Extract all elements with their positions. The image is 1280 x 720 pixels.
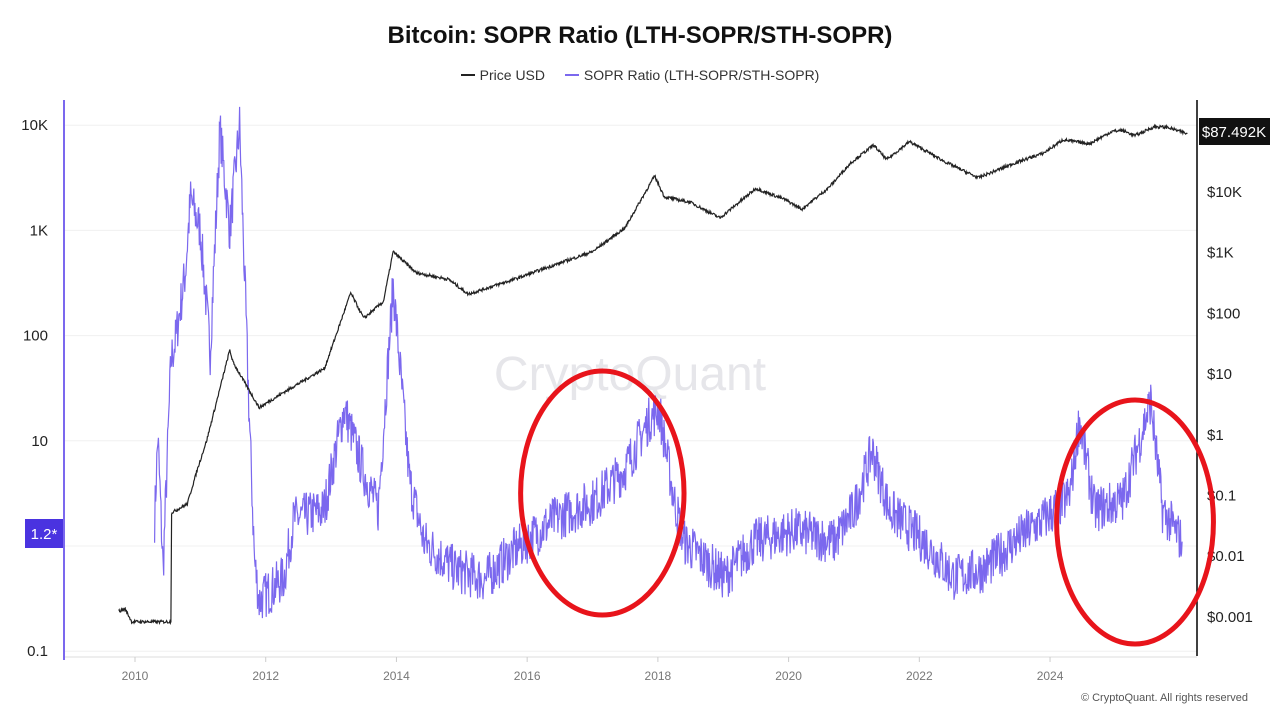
price-line bbox=[118, 123, 1188, 626]
legend-swatch-sopr bbox=[564, 74, 579, 76]
chart-title: Bitcoin: SOPR Ratio (LTH-SOPR/STH-SOPR) bbox=[387, 22, 893, 49]
right-tick-label: $1 bbox=[1207, 427, 1224, 444]
right-tick-label: $1K bbox=[1207, 245, 1234, 262]
left-tick-label: 0.1 bbox=[27, 643, 48, 660]
right-tick-label: $0.001 bbox=[1207, 609, 1253, 626]
right-tick-label: $0.01 bbox=[1207, 548, 1245, 565]
left-tick-label: 100 bbox=[23, 328, 48, 345]
legend: Price USD SOPR Ratio (LTH-SOPR/STH-SOPR) bbox=[0, 63, 1280, 83]
annotation-ellipse bbox=[1054, 397, 1216, 647]
x-tick-label: 2020 bbox=[775, 669, 802, 683]
left-tick-label: 10K bbox=[21, 117, 48, 134]
annotation-ellipse bbox=[518, 368, 687, 618]
right-tick-label: $10K bbox=[1207, 184, 1242, 201]
copyright: © CryptoQuant. All rights reserved bbox=[1080, 692, 1248, 704]
left-tick-label: 10 bbox=[31, 433, 48, 450]
right-tick-label: $10 bbox=[1207, 366, 1232, 383]
x-tick-label: 2018 bbox=[645, 669, 672, 683]
x-tick-label: 2014 bbox=[383, 669, 410, 683]
right-tick-label: $100 bbox=[1207, 305, 1240, 322]
right-current-badge bbox=[1199, 118, 1270, 145]
left-current-label: 1.2* bbox=[31, 526, 58, 543]
x-tick-label: 2012 bbox=[252, 669, 279, 683]
left-tick-label: 1K bbox=[30, 222, 48, 239]
x-tick-label: 2016 bbox=[514, 669, 541, 683]
watermark: CryptoQuant bbox=[494, 348, 766, 401]
legend-item-sopr[interactable]: SOPR Ratio (LTH-SOPR/STH-SOPR) bbox=[564, 67, 820, 83]
legend-label-sopr: SOPR Ratio (LTH-SOPR/STH-SOPR) bbox=[583, 67, 820, 83]
right-current-label: $87.492K bbox=[1202, 124, 1266, 141]
x-tick-label: 2022 bbox=[906, 669, 933, 683]
left-current-badge bbox=[25, 519, 63, 548]
sopr-ratio-line bbox=[154, 106, 1183, 619]
legend-item-price[interactable]: Price USD bbox=[460, 67, 546, 83]
legend-swatch-price bbox=[460, 74, 475, 76]
x-tick-label: 2010 bbox=[122, 669, 149, 683]
x-tick-label: 2024 bbox=[1037, 669, 1064, 683]
legend-label-price: Price USD bbox=[479, 67, 546, 83]
